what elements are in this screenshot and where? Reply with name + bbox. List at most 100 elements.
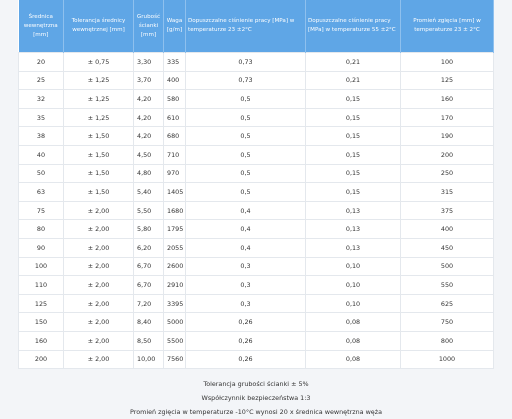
table-cell: 2600: [163, 256, 186, 277]
table-cell: 20: [18, 52, 64, 72]
table-cell: 0,26: [185, 349, 306, 370]
table-row: 100 ± 2,00 6,70 2600 0,3 0,10 500: [18, 256, 494, 277]
note: Współczynnik bezpieczeństwa 1:3: [201, 394, 311, 402]
table-cell: ± 1,50: [63, 163, 134, 184]
table-cell: 1680: [163, 200, 186, 221]
table-cell: 0,21: [305, 70, 401, 91]
note: Tolerancja grubości ścianki ± 5%: [203, 380, 309, 388]
table-row: 80 ± 2,00 5,80 1795 0,4 0,13 400: [18, 219, 494, 239]
table-cell: 8,40: [133, 312, 164, 332]
table-cell: 500: [400, 256, 494, 277]
table-cell: 0,5: [185, 144, 306, 165]
table-cell: 0,15: [305, 107, 401, 128]
column-header: Promień zgięcia [mm] w temperaturze 23 ±…: [400, 0, 494, 53]
table-cell: 0,13: [305, 219, 401, 239]
table-cell: 1405: [163, 182, 186, 202]
column-header: Średnica wewnętrzna [mm]: [18, 0, 64, 53]
table-cell: 38: [18, 126, 64, 146]
table-cell: ± 2,00: [63, 312, 134, 332]
table-cell: 200: [400, 144, 494, 165]
table-cell: 625: [400, 293, 494, 314]
table-cell: 5,40: [133, 182, 164, 202]
table-cell: 125: [400, 70, 494, 91]
table-cell: 315: [400, 182, 494, 202]
column-header: Tolerancja średnicy wewnętrznej [mm]: [63, 0, 134, 53]
table-wrap: Średnica wewnętrzna [mm] Tolerancja średn…: [18, 0, 494, 370]
table-cell: 0,10: [305, 256, 401, 277]
table-row: 200 ± 2,00 10,00 7560 0,26 0,08 1000: [18, 349, 494, 370]
table-cell: 0,15: [305, 163, 401, 184]
table-row: 75 ± 2,00 5,50 1680 0,4 0,13 375: [18, 200, 494, 221]
table-cell: 0,15: [305, 89, 401, 109]
table-row: 150 ± 2,00 8,40 5000 0,26 0,08 750: [18, 312, 494, 332]
table-cell: 0,13: [305, 200, 401, 221]
table-cell: 4,50: [133, 144, 164, 165]
column-header: Waga [g/m]: [163, 0, 186, 53]
table-cell: 580: [163, 89, 186, 109]
table-cell: 0,26: [185, 312, 306, 332]
table-cell: ± 2,00: [63, 293, 134, 314]
table-cell: 35: [18, 107, 64, 128]
table-cell: 0,73: [185, 52, 306, 72]
table-cell: 0,5: [185, 163, 306, 184]
table-cell: 7,20: [133, 293, 164, 314]
table-cell: ± 2,00: [63, 349, 134, 370]
table-cell: ± 1,50: [63, 182, 134, 202]
table-cell: 0,15: [305, 126, 401, 146]
table-cell: 5,50: [133, 200, 164, 221]
table-cell: 250: [400, 163, 494, 184]
table-cell: 7560: [163, 349, 186, 370]
table-cell: 0,08: [305, 330, 401, 351]
table-row: 25 ± 1,25 3,70 400 0,73 0,21 125: [18, 70, 494, 91]
table-cell: ± 1,25: [63, 107, 134, 128]
table-cell: ± 2,00: [63, 256, 134, 277]
table-cell: 50: [18, 163, 64, 184]
table-cell: 6,20: [133, 237, 164, 258]
table-cell: 450: [400, 237, 494, 258]
table-cell: 0,3: [185, 256, 306, 277]
table-cell: 100: [18, 256, 64, 277]
table-cell: 800: [400, 330, 494, 351]
table-row: 63 ± 1,50 5,40 1405 0,5 0,15 315: [18, 182, 494, 202]
column-header: Grubość ścianki [mm]: [133, 0, 164, 53]
table-cell: 1000: [400, 349, 494, 370]
table-cell: 110: [18, 275, 64, 295]
table-cell: 0,10: [305, 293, 401, 314]
table-cell: 2055: [163, 237, 186, 258]
spec-table: Średnica wewnętrzna [mm] Tolerancja średn…: [18, 0, 494, 370]
table-cell: 10,00: [133, 349, 164, 370]
table-cell: 680: [163, 126, 186, 146]
table-cell: 335: [163, 52, 186, 72]
table-cell: 0,08: [305, 312, 401, 332]
table-cell: 0,13: [305, 237, 401, 258]
table-cell: 970: [163, 163, 186, 184]
table-cell: 170: [400, 107, 494, 128]
table-cell: 63: [18, 182, 64, 202]
table-row: 90 ± 2,00 6,20 2055 0,4 0,13 450: [18, 237, 494, 258]
table-cell: 150: [18, 312, 64, 332]
table-cell: 3395: [163, 293, 186, 314]
table-cell: 125: [18, 293, 64, 314]
table-row: 32 ± 1,25 4,20 580 0,5 0,15 160: [18, 89, 494, 109]
table-cell: 0,5: [185, 182, 306, 202]
table-cell: 0,4: [185, 237, 306, 258]
table-cell: 0,3: [185, 293, 306, 314]
table-cell: 0,15: [305, 182, 401, 202]
table-cell: 40: [18, 144, 64, 165]
table-row: 160 ± 2,00 8,50 5500 0,26 0,08 800: [18, 330, 494, 351]
table-cell: 90: [18, 237, 64, 258]
table-cell: 75: [18, 200, 64, 221]
table-cell: 0,08: [305, 349, 401, 370]
table-cell: 3,70: [133, 70, 164, 91]
header-row: Średnica wewnętrzna [mm] Tolerancja średn…: [18, 0, 494, 53]
table-cell: 4,80: [133, 163, 164, 184]
table-cell: 2910: [163, 275, 186, 295]
table-cell: 4,20: [133, 107, 164, 128]
table-body: 20 ± 0,75 3,30 335 0,73 0,21 100 25 ± 1,25 3,70 40…: [18, 52, 494, 370]
table-cell: 6,70: [133, 275, 164, 295]
table-row: 35 ± 1,25 4,20 610 0,5 0,15 170: [18, 107, 494, 128]
column-header: Dopuszczalne ciśnienie pracy [MPa] w tem…: [305, 0, 401, 53]
table-row: 50 ± 1,50 4,80 970 0,5 0,15 250: [18, 163, 494, 184]
table-cell: ± 2,00: [63, 219, 134, 239]
